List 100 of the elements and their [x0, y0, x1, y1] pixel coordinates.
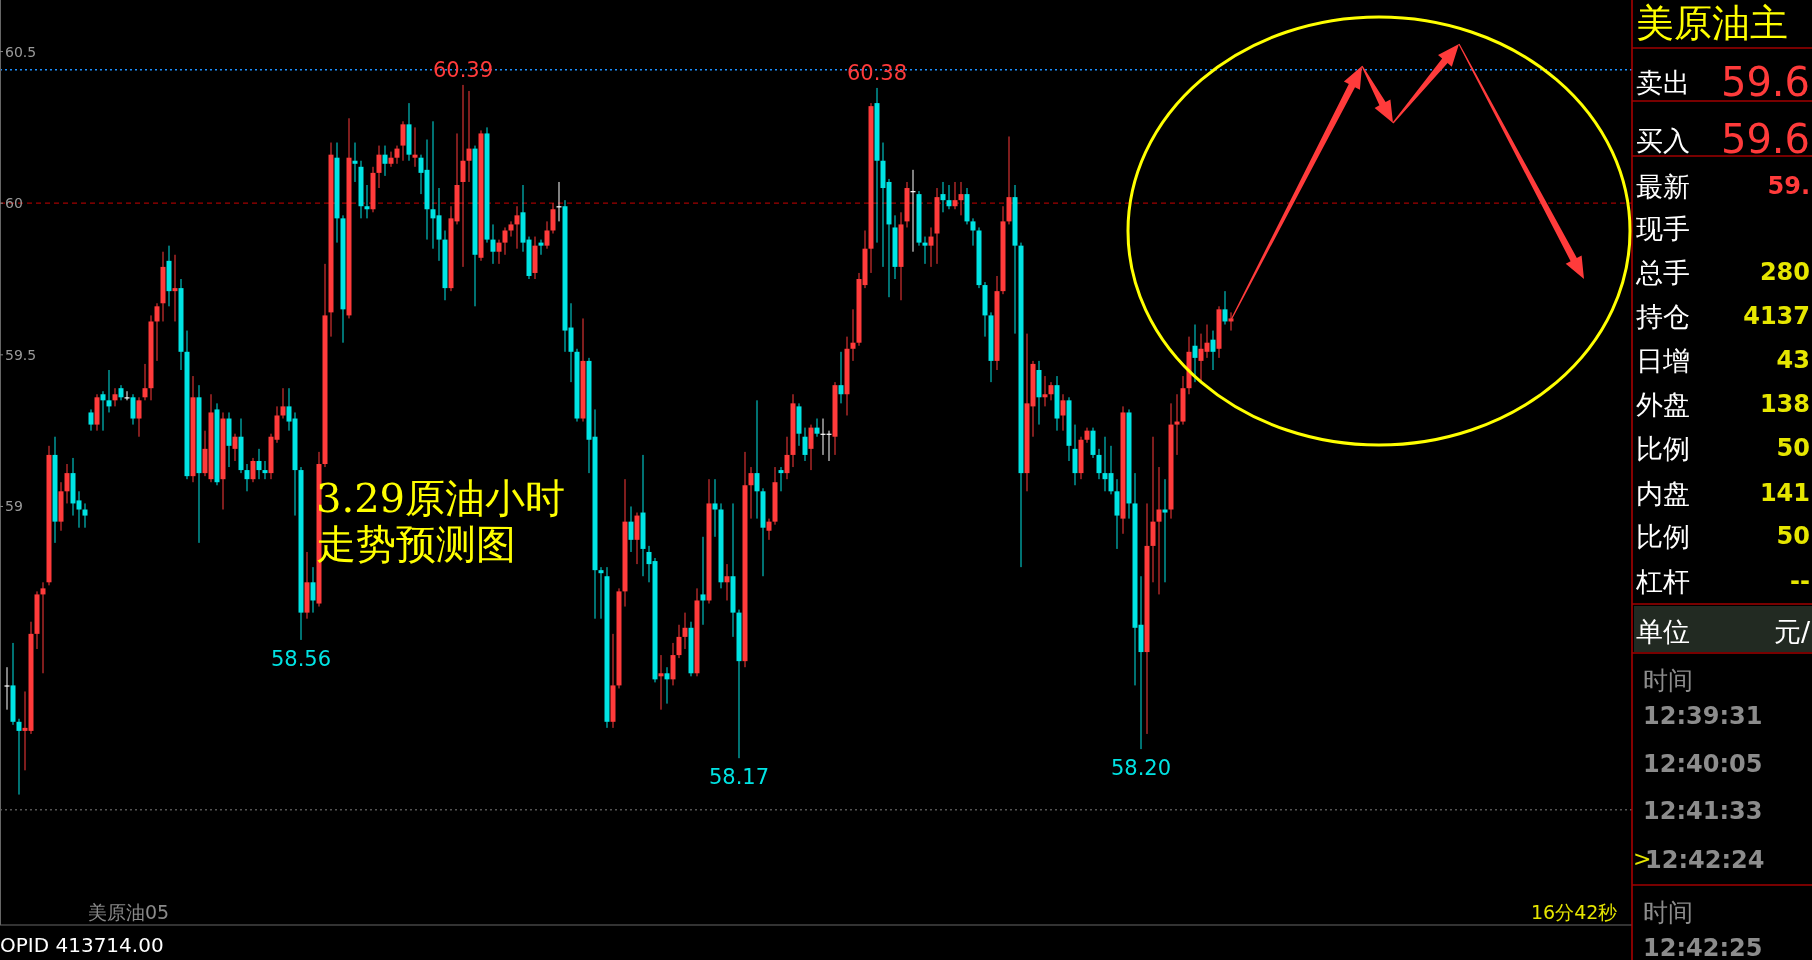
candlestick [244, 463, 250, 492]
candlestick [112, 387, 118, 407]
candlestick [544, 220, 550, 250]
candlestick [1096, 448, 1102, 480]
text: 买入 [1636, 125, 1690, 156]
candlestick [1042, 375, 1048, 407]
candlestick [154, 302, 160, 362]
text: 141 [1759, 479, 1810, 507]
candlestick [16, 718, 22, 796]
candlestick [136, 396, 142, 438]
candlestick [130, 393, 136, 426]
text: 43 [1776, 346, 1810, 374]
annotation: 美原油05 [88, 901, 170, 923]
text: 4137 [1743, 302, 1810, 330]
candlestick [784, 436, 790, 480]
candlestick [754, 399, 760, 520]
text: 总手 [1635, 257, 1690, 288]
text: 美原油主 [1636, 1, 1788, 45]
y-tick-label: 60 [5, 195, 23, 212]
text: 最新 [1636, 171, 1690, 202]
candlestick [4, 666, 10, 711]
candlestick [394, 145, 400, 165]
text: 时间 [1643, 898, 1693, 927]
candlestick [412, 126, 418, 168]
candlestick [1222, 290, 1228, 326]
text: 时间 [1643, 666, 1693, 695]
candlestick [682, 612, 688, 650]
text: 59.6 [1720, 59, 1810, 105]
annotation: 60.38 [846, 60, 908, 85]
candlestick [376, 145, 382, 189]
text: 内盘 [1636, 478, 1690, 509]
text: 比例 [1636, 433, 1690, 464]
candlestick [262, 460, 268, 480]
candlestick [766, 518, 772, 541]
text: 50 [1776, 522, 1810, 550]
candlestick [550, 202, 556, 235]
text: 单位 [1636, 616, 1690, 647]
text: OPID 413714.00 [0, 933, 164, 957]
candlestick [1174, 393, 1180, 456]
y-tick-label: 59.5 [5, 346, 37, 363]
candlestick [364, 184, 370, 219]
candlestick [712, 478, 718, 538]
text: 比例 [1636, 521, 1690, 552]
text: 12:40:05 [1643, 750, 1763, 778]
text: 12:41:33 [1643, 797, 1763, 825]
candlestick [460, 84, 466, 268]
candlestick [250, 457, 256, 483]
candlestick [382, 145, 388, 177]
candlestick [958, 181, 964, 216]
candlestick [538, 239, 544, 256]
candlestick [64, 463, 70, 504]
candlestick [256, 448, 262, 480]
candlestick [628, 505, 634, 553]
text: 59.6 [1720, 116, 1810, 162]
text: 12:39:31 [1643, 702, 1763, 730]
candlestick [1162, 478, 1168, 583]
candlestick [514, 205, 520, 250]
candlestick [100, 390, 106, 432]
candlestick [466, 90, 472, 183]
candlestick [700, 536, 706, 626]
candlestick [946, 184, 952, 210]
candlestick [490, 223, 496, 265]
text: 卖出 [1636, 67, 1690, 98]
candlestick [280, 387, 286, 420]
candlestick [142, 363, 148, 401]
text: 280 [1759, 258, 1810, 286]
candlestick [724, 563, 730, 601]
text: 现手 [1636, 213, 1690, 244]
text: 持仓 [1636, 301, 1690, 332]
candlestick [388, 151, 394, 168]
candlestick [928, 226, 934, 268]
text: -- [1790, 567, 1810, 595]
text: 50 [1776, 434, 1810, 462]
candlestick [1156, 466, 1162, 595]
text: 杠杆 [1635, 566, 1690, 597]
candlestick [1210, 330, 1216, 371]
candlestick [808, 424, 814, 471]
candlestick [232, 433, 238, 462]
annotation: 58.20 [1110, 756, 1172, 781]
candlestick [106, 369, 112, 413]
candlestick [496, 239, 502, 265]
candlestick [400, 120, 406, 162]
candlestick [310, 566, 316, 614]
text: 16分42秒 [1531, 901, 1618, 923]
candlestick [970, 217, 976, 247]
candlestick [1192, 324, 1198, 383]
candlestick [748, 466, 754, 520]
annotation: 58.56 [270, 646, 332, 671]
candlestick [664, 666, 670, 705]
candlestick [802, 427, 808, 462]
text: 59. [1767, 172, 1810, 200]
text: 日增 [1636, 345, 1690, 376]
candlestick [172, 254, 178, 322]
candlestick [82, 502, 88, 529]
candlestick [352, 142, 358, 183]
y-tick-label: 59 [5, 498, 23, 515]
candlestick [88, 408, 94, 432]
candlestick [838, 351, 844, 404]
text: 12:42:25 [1643, 934, 1763, 960]
annotation: 60.39 [432, 57, 494, 82]
